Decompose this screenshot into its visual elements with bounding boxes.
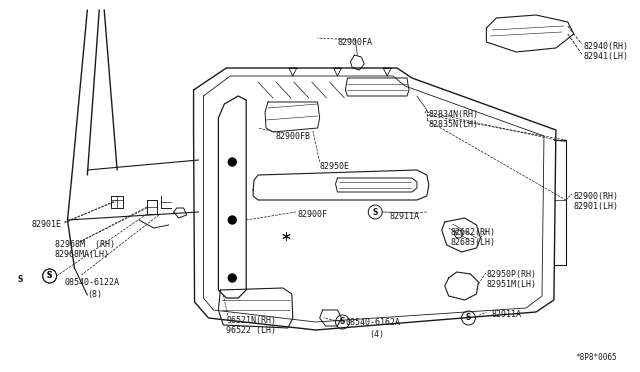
- Text: 82683(LH): 82683(LH): [451, 238, 495, 247]
- Text: 08540-6162A: 08540-6162A: [346, 318, 401, 327]
- Text: *8P8*0065: *8P8*0065: [576, 353, 618, 362]
- Text: 82835N(LH): 82835N(LH): [429, 120, 479, 129]
- Text: S: S: [47, 272, 52, 280]
- Text: S: S: [47, 272, 52, 280]
- Text: 82950E: 82950E: [319, 162, 349, 171]
- Text: 82951M(LH): 82951M(LH): [486, 280, 536, 289]
- Text: S: S: [466, 314, 471, 323]
- Text: 08540-6122A: 08540-6122A: [65, 278, 120, 287]
- Text: 96521N(RH): 96521N(RH): [227, 316, 276, 325]
- Text: (4): (4): [369, 330, 384, 339]
- Text: S: S: [340, 317, 345, 327]
- Circle shape: [228, 274, 236, 282]
- Text: 82911A: 82911A: [389, 212, 419, 221]
- Text: 82901E: 82901E: [32, 220, 62, 229]
- Circle shape: [228, 158, 236, 166]
- Text: 82900FA: 82900FA: [338, 38, 373, 47]
- Circle shape: [228, 216, 236, 224]
- Text: 82968MA(LH): 82968MA(LH): [54, 250, 109, 259]
- Text: 82901(LH): 82901(LH): [573, 202, 619, 211]
- Text: 82968M  (RH): 82968M (RH): [54, 240, 115, 249]
- Text: 82834N(RH): 82834N(RH): [429, 110, 479, 119]
- Text: 82900F: 82900F: [298, 210, 328, 219]
- Text: 82900(RH): 82900(RH): [573, 192, 619, 201]
- Text: 82900FB: 82900FB: [276, 132, 311, 141]
- Text: S: S: [18, 276, 23, 285]
- Text: 82940(RH): 82940(RH): [584, 42, 628, 51]
- Text: 82941(LH): 82941(LH): [584, 52, 628, 61]
- Text: (8): (8): [87, 290, 102, 299]
- Text: 96522 (LH): 96522 (LH): [227, 326, 276, 335]
- Text: S: S: [372, 208, 378, 217]
- Text: 82911A: 82911A: [492, 310, 522, 319]
- Text: 82682(RH): 82682(RH): [451, 228, 495, 237]
- Text: 82950P(RH): 82950P(RH): [486, 270, 536, 279]
